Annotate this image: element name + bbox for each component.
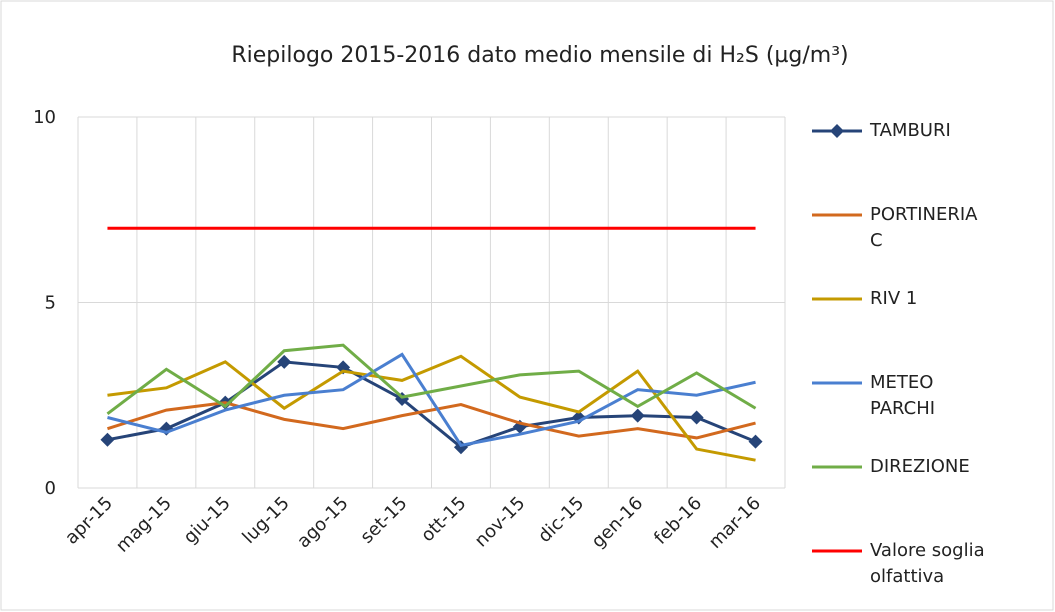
point-marker: [689, 410, 704, 425]
series-line: [107, 354, 756, 462]
legend-marker: [830, 124, 844, 138]
legend-swatch: [812, 297, 862, 301]
legend-label: METEO PARCHI: [870, 372, 936, 419]
legend-entry: TAMBURI: [810, 118, 990, 144]
legend-label: Valore soglia olfattiva: [870, 540, 985, 587]
legend-entry: METEO PARCHI: [810, 370, 990, 422]
point-marker: [100, 432, 115, 447]
legend-entry: DIREZIONE: [810, 454, 990, 480]
point-marker: [630, 408, 645, 423]
legend-swatch: [812, 213, 862, 217]
y-tick-label: 5: [45, 293, 56, 314]
series-line: [107, 360, 757, 449]
legend-label: DIREZIONE: [870, 456, 970, 477]
legend-swatch: [812, 124, 862, 138]
point-marker: [277, 354, 292, 369]
legend-swatch: [812, 465, 862, 469]
series-line: [107, 401, 756, 440]
chart-title: Riepilogo 2015-2016 dato medio mensile d…: [231, 43, 848, 68]
legend-label: TAMBURI: [870, 120, 951, 141]
legend-entry: Valore soglia olfattiva: [810, 538, 990, 590]
legend-label: PORTINERIA C: [870, 204, 978, 251]
y-tick-label: 10: [33, 107, 56, 128]
legend-entry: RIV 1: [810, 286, 990, 312]
legend-swatch: [812, 549, 862, 553]
series-line: [106, 343, 757, 415]
legend-entry: PORTINERIA C: [810, 202, 990, 254]
legend-swatch: [812, 381, 862, 385]
series-line: [107, 352, 756, 447]
legend-label: RIV 1: [870, 288, 918, 309]
y-tick-label: 0: [45, 478, 56, 499]
point-marker: [748, 434, 763, 449]
